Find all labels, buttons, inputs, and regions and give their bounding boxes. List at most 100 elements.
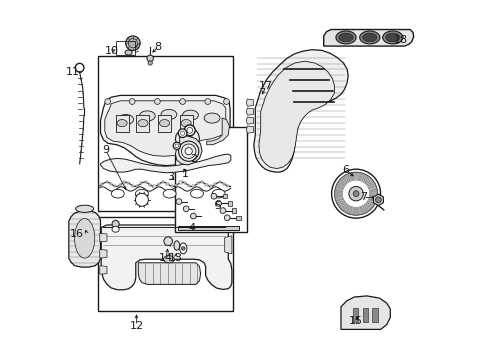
- Polygon shape: [100, 249, 107, 258]
- Polygon shape: [246, 126, 253, 133]
- Circle shape: [220, 208, 225, 213]
- Bar: [362, 308, 367, 322]
- Polygon shape: [175, 127, 199, 149]
- Ellipse shape: [182, 110, 198, 120]
- Circle shape: [128, 39, 137, 48]
- Bar: [115, 115, 128, 132]
- Polygon shape: [175, 135, 202, 165]
- Text: 13: 13: [168, 253, 182, 264]
- Ellipse shape: [118, 114, 133, 125]
- Ellipse shape: [163, 189, 176, 198]
- Circle shape: [146, 55, 153, 62]
- Circle shape: [176, 199, 182, 204]
- Ellipse shape: [76, 205, 94, 212]
- Circle shape: [129, 99, 135, 104]
- Circle shape: [75, 63, 84, 72]
- Circle shape: [183, 206, 189, 212]
- Circle shape: [181, 247, 185, 250]
- Bar: [227, 185, 229, 188]
- Bar: [136, 115, 149, 132]
- Text: 16: 16: [70, 229, 84, 239]
- Polygon shape: [340, 296, 389, 329]
- Circle shape: [104, 99, 110, 104]
- Circle shape: [154, 99, 160, 104]
- Circle shape: [185, 148, 192, 155]
- Bar: [236, 216, 240, 220]
- Bar: [105, 181, 107, 183]
- Bar: [140, 182, 142, 184]
- Ellipse shape: [111, 189, 124, 198]
- Bar: [223, 194, 227, 198]
- Polygon shape: [246, 117, 253, 124]
- Bar: [166, 183, 168, 185]
- Polygon shape: [258, 61, 334, 168]
- Text: 8: 8: [154, 42, 162, 52]
- Circle shape: [163, 237, 172, 246]
- Text: 17: 17: [259, 81, 273, 91]
- Circle shape: [178, 141, 199, 161]
- Circle shape: [211, 193, 216, 199]
- Bar: [371, 308, 377, 322]
- Polygon shape: [246, 99, 253, 106]
- Ellipse shape: [179, 243, 186, 254]
- Polygon shape: [101, 95, 230, 166]
- Text: 10: 10: [105, 46, 119, 56]
- Bar: [227, 201, 231, 206]
- Bar: [101, 183, 103, 185]
- Bar: [170, 185, 173, 188]
- Bar: [231, 208, 236, 213]
- Circle shape: [135, 193, 148, 206]
- Ellipse shape: [190, 189, 203, 198]
- Polygon shape: [224, 236, 231, 254]
- Polygon shape: [253, 50, 347, 172]
- Circle shape: [215, 201, 221, 206]
- Circle shape: [180, 131, 184, 135]
- Ellipse shape: [338, 33, 352, 42]
- Ellipse shape: [159, 120, 169, 127]
- Bar: [162, 181, 164, 183]
- Ellipse shape: [112, 226, 119, 232]
- Ellipse shape: [359, 31, 379, 44]
- Ellipse shape: [212, 189, 224, 198]
- Ellipse shape: [163, 256, 174, 263]
- Text: 15: 15: [348, 316, 363, 326]
- Bar: [98, 56, 232, 211]
- Ellipse shape: [382, 31, 402, 44]
- Bar: [178, 226, 239, 230]
- Ellipse shape: [125, 50, 132, 55]
- Bar: [209, 185, 212, 188]
- Ellipse shape: [335, 31, 355, 44]
- Ellipse shape: [117, 120, 127, 127]
- Polygon shape: [69, 211, 101, 267]
- Bar: [144, 181, 146, 183]
- Bar: [175, 127, 247, 232]
- Text: 3: 3: [167, 172, 174, 182]
- Circle shape: [179, 99, 185, 104]
- Circle shape: [331, 169, 380, 218]
- Ellipse shape: [139, 111, 155, 121]
- Text: 5: 5: [214, 201, 221, 211]
- Bar: [188, 185, 190, 187]
- Polygon shape: [206, 118, 229, 145]
- Circle shape: [352, 191, 358, 197]
- Polygon shape: [373, 194, 383, 206]
- Bar: [136, 185, 138, 187]
- Polygon shape: [323, 30, 413, 46]
- Polygon shape: [101, 225, 231, 290]
- Text: 12: 12: [129, 321, 143, 331]
- Circle shape: [224, 215, 230, 221]
- Text: 14: 14: [159, 253, 173, 264]
- Ellipse shape: [174, 241, 179, 250]
- Ellipse shape: [385, 33, 399, 42]
- Bar: [119, 184, 121, 186]
- Text: 1: 1: [181, 168, 188, 179]
- Circle shape: [223, 99, 229, 104]
- Text: 9: 9: [102, 145, 109, 156]
- Bar: [192, 185, 194, 187]
- Bar: [158, 183, 160, 185]
- Bar: [175, 184, 177, 186]
- Bar: [149, 184, 151, 186]
- Circle shape: [348, 186, 363, 201]
- Bar: [127, 182, 129, 184]
- Polygon shape: [100, 233, 107, 242]
